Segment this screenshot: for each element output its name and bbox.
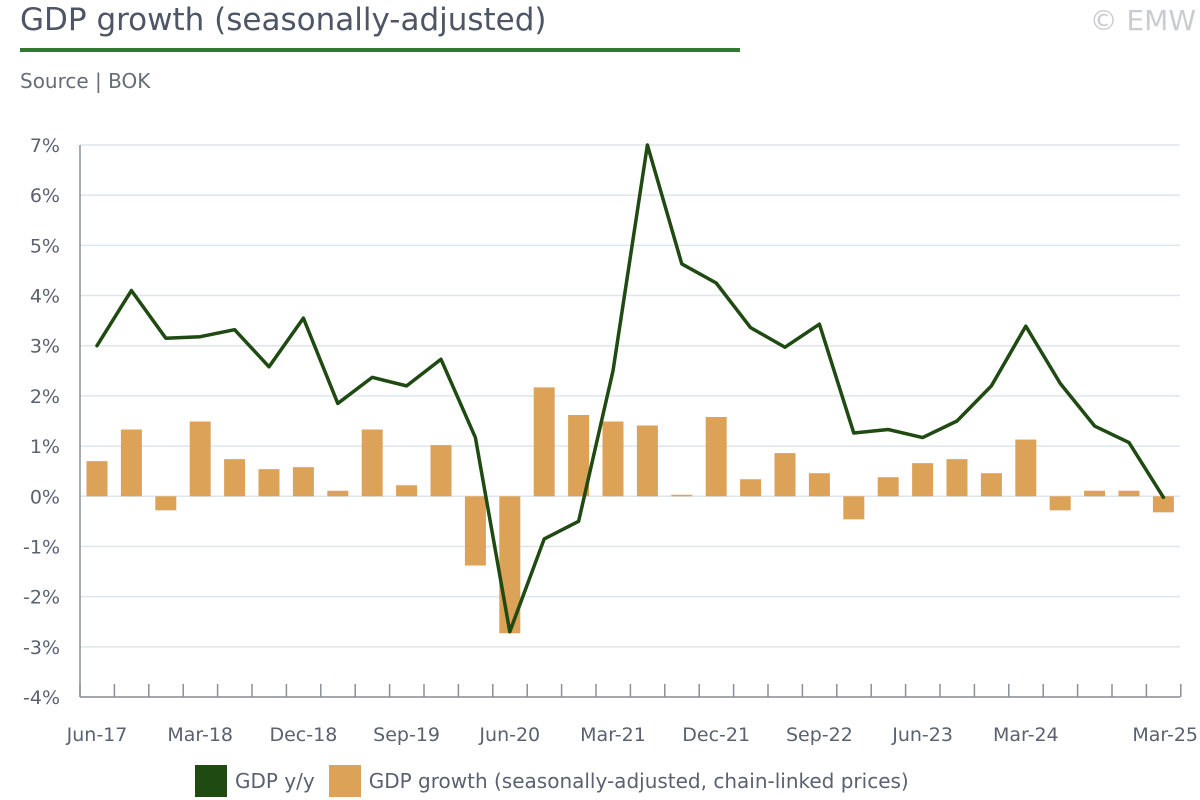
- bar: [224, 459, 246, 497]
- x-tick-label: Mar-25: [1132, 724, 1198, 746]
- bar: [533, 387, 555, 497]
- y-tick-label: 4%: [30, 286, 60, 308]
- bar: [808, 473, 830, 497]
- bar: [464, 496, 486, 566]
- x-tick-label: Jun-23: [891, 724, 953, 746]
- bar: [258, 469, 280, 497]
- bar: [430, 445, 452, 497]
- legend-item-bar: GDP growth (seasonally-adjusted, chain-l…: [328, 765, 909, 797]
- bar: [1015, 439, 1037, 497]
- y-tick-label: -4%: [23, 687, 60, 709]
- y-tick-label: 0%: [30, 486, 60, 508]
- legend-label-bar: GDP growth (seasonally-adjusted, chain-l…: [368, 769, 909, 793]
- bar: [189, 421, 211, 497]
- legend-label-line: GDP y/y: [235, 769, 315, 793]
- chart-title: GDP growth (seasonally-adjusted): [20, 2, 547, 38]
- bar: [877, 477, 899, 497]
- bar-series: [86, 387, 1174, 634]
- y-tick-label: 7%: [30, 135, 60, 157]
- legend: GDP y/y GDP growth (seasonally-adjusted,…: [195, 764, 923, 798]
- bar: [361, 429, 383, 497]
- legend-item-line: GDP y/y: [195, 765, 315, 797]
- x-tick-label: Jun-17: [66, 724, 128, 746]
- bar: [980, 473, 1002, 497]
- bar: [946, 459, 968, 497]
- y-tick-label: 6%: [30, 185, 60, 207]
- bar: [774, 453, 796, 497]
- x-tick-label: Sep-22: [786, 724, 853, 746]
- bar: [740, 479, 762, 497]
- x-tick-label: Jun-20: [478, 724, 540, 746]
- legend-swatch-bar: [328, 765, 361, 797]
- x-tick-label: Dec-21: [682, 724, 750, 746]
- source-label: Source | BOK: [20, 69, 151, 93]
- y-tick-label: 2%: [30, 386, 60, 408]
- bar: [705, 416, 727, 497]
- tick-labels: 7% 6% 5% 4% 3% 2% 1% 0% -1% -2% -3% -4% Jun-17 Mar-18…: [23, 135, 1198, 746]
- bar: [671, 494, 693, 497]
- bar: [1049, 496, 1071, 511]
- bar: [120, 429, 142, 497]
- x-tick-label: Sep-19: [373, 724, 440, 746]
- bar: [86, 461, 108, 497]
- bar: [1152, 496, 1174, 513]
- copyright-watermark: © EMW: [1089, 4, 1196, 37]
- bar: [912, 463, 934, 497]
- bar: [843, 496, 865, 520]
- bar: [327, 490, 349, 497]
- y-tick-label: 1%: [30, 436, 60, 458]
- gdp-yy-line: [95, 143, 1166, 634]
- y-tick-label: -3%: [23, 637, 60, 659]
- bar: [155, 496, 177, 511]
- y-tick-label: 5%: [30, 235, 60, 257]
- x-tick-label: Mar-18: [167, 724, 233, 746]
- x-tick-label: Mar-24: [993, 724, 1059, 746]
- legend-swatch-line: [195, 765, 227, 797]
- bar: [602, 421, 624, 497]
- bar: [568, 414, 590, 497]
- bar: [1084, 490, 1106, 497]
- y-tick-label: -1%: [23, 536, 60, 558]
- grid-lines: [80, 144, 1180, 698]
- bar: [396, 485, 418, 497]
- x-tick-label: Dec-18: [269, 724, 337, 746]
- axes: [79, 145, 1182, 698]
- y-tick-label: -2%: [23, 587, 60, 609]
- y-tick-label: 3%: [30, 336, 60, 358]
- line-series: [95, 143, 1166, 634]
- bar: [1118, 490, 1140, 497]
- title-underline: [20, 48, 740, 52]
- x-tick-label: Mar-21: [580, 724, 646, 746]
- bar: [636, 425, 658, 497]
- bar: [292, 467, 314, 497]
